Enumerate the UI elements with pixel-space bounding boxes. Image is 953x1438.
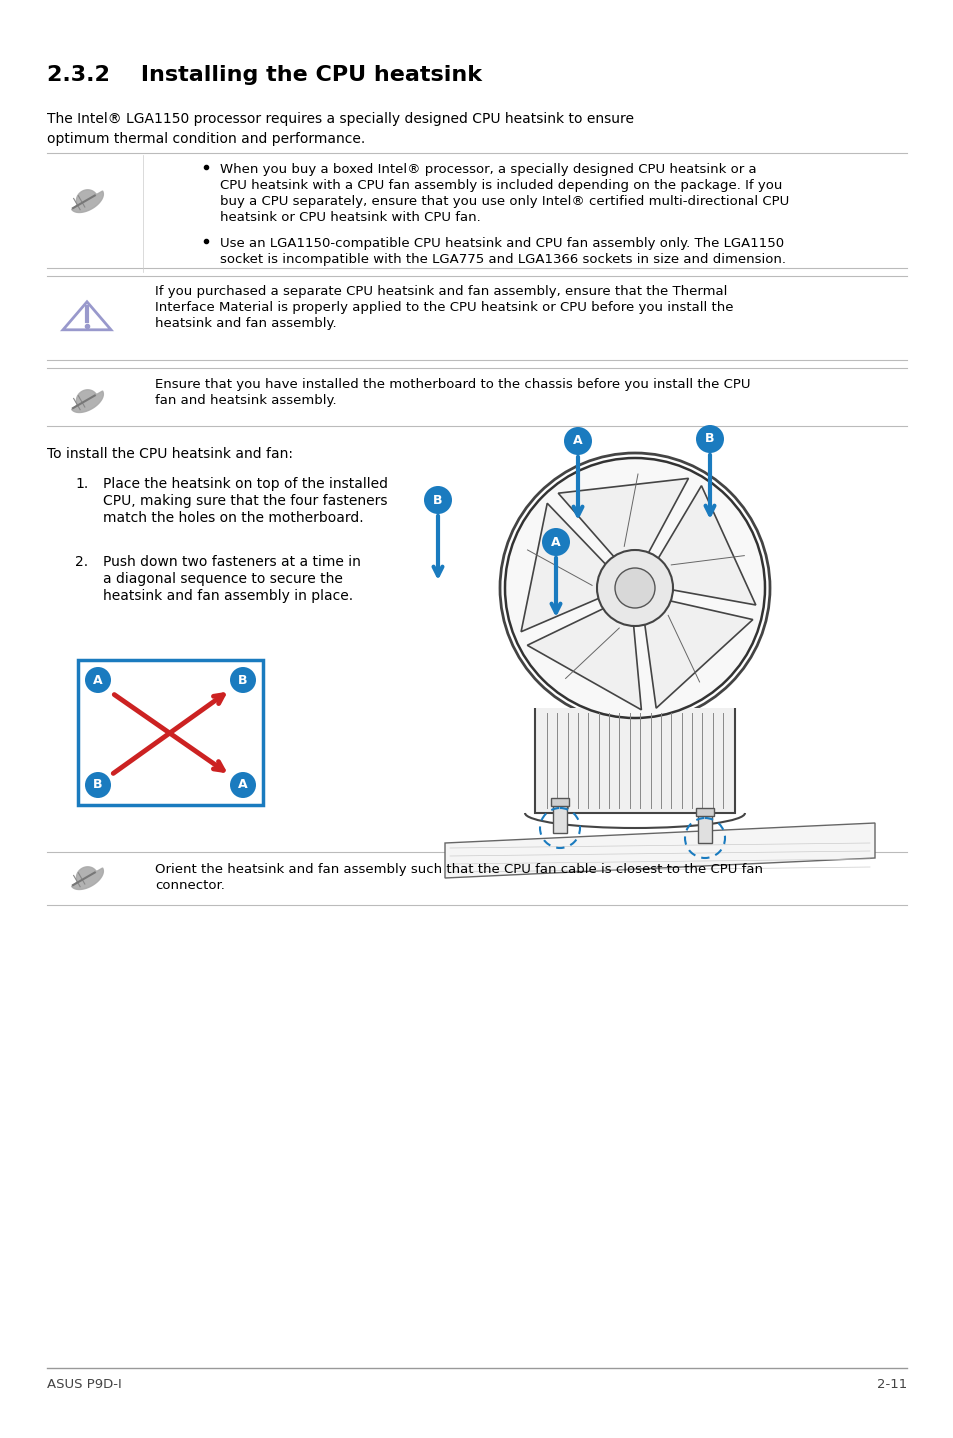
Text: A: A bbox=[238, 778, 248, 791]
Text: heatsink and fan assembly.: heatsink and fan assembly. bbox=[154, 316, 336, 329]
Circle shape bbox=[541, 528, 569, 557]
Text: connector.: connector. bbox=[154, 879, 225, 892]
Text: 2.: 2. bbox=[75, 555, 88, 569]
Text: CPU heatsink with a CPU fan assembly is included depending on the package. If yo: CPU heatsink with a CPU fan assembly is … bbox=[220, 178, 781, 193]
Text: 2.3.2    Installing the CPU heatsink: 2.3.2 Installing the CPU heatsink bbox=[47, 65, 481, 85]
Text: Orient the heatsink and fan assembly such that the CPU fan cable is closest to t: Orient the heatsink and fan assembly suc… bbox=[154, 863, 762, 876]
Bar bbox=[553, 802, 566, 833]
Text: B: B bbox=[433, 493, 442, 506]
Text: buy a CPU separately, ensure that you use only Intel® certified multi-directiona: buy a CPU separately, ensure that you us… bbox=[220, 196, 788, 209]
Text: heatsink and fan assembly in place.: heatsink and fan assembly in place. bbox=[103, 590, 353, 603]
Text: match the holes on the motherboard.: match the holes on the motherboard. bbox=[103, 510, 363, 525]
Bar bbox=[698, 812, 711, 843]
Text: 1.: 1. bbox=[75, 477, 89, 490]
Text: Ensure that you have installed the motherboard to the chassis before you install: Ensure that you have installed the mothe… bbox=[154, 378, 750, 391]
Circle shape bbox=[230, 772, 255, 798]
Circle shape bbox=[423, 486, 452, 513]
Text: A: A bbox=[551, 535, 560, 548]
Circle shape bbox=[597, 549, 672, 626]
Polygon shape bbox=[558, 479, 688, 557]
Polygon shape bbox=[535, 707, 734, 812]
Text: a diagonal sequence to secure the: a diagonal sequence to secure the bbox=[103, 572, 342, 587]
Bar bbox=[696, 808, 713, 815]
Polygon shape bbox=[658, 486, 755, 605]
Text: fan and heatsink assembly.: fan and heatsink assembly. bbox=[154, 394, 336, 407]
Text: ASUS P9D-I: ASUS P9D-I bbox=[47, 1378, 122, 1391]
Text: If you purchased a separate CPU heatsink and fan assembly, ensure that the Therm: If you purchased a separate CPU heatsink… bbox=[154, 285, 726, 298]
Text: To install the CPU heatsink and fan:: To install the CPU heatsink and fan: bbox=[47, 447, 293, 462]
Circle shape bbox=[85, 667, 111, 693]
Text: When you buy a boxed Intel® processor, a specially designed CPU heatsink or a: When you buy a boxed Intel® processor, a… bbox=[220, 162, 756, 175]
Polygon shape bbox=[527, 608, 640, 710]
Text: Use an LGA1150-compatible CPU heatsink and CPU fan assembly only. The LGA1150: Use an LGA1150-compatible CPU heatsink a… bbox=[220, 237, 783, 250]
Text: The Intel® LGA1150 processor requires a specially designed CPU heatsink to ensur: The Intel® LGA1150 processor requires a … bbox=[47, 112, 634, 147]
Text: Interface Material is properly applied to the CPU heatsink or CPU before you ins: Interface Material is properly applied t… bbox=[154, 301, 733, 313]
Polygon shape bbox=[71, 190, 103, 213]
Text: B: B bbox=[238, 673, 248, 686]
Circle shape bbox=[230, 667, 255, 693]
Text: CPU, making sure that the four fasteners: CPU, making sure that the four fasteners bbox=[103, 495, 387, 508]
Circle shape bbox=[563, 427, 592, 454]
Polygon shape bbox=[71, 867, 103, 890]
Polygon shape bbox=[644, 601, 752, 707]
Text: A: A bbox=[573, 434, 582, 447]
Text: 2-11: 2-11 bbox=[876, 1378, 906, 1391]
Circle shape bbox=[504, 457, 764, 718]
Polygon shape bbox=[444, 823, 874, 879]
Polygon shape bbox=[71, 390, 103, 413]
Bar bbox=[78, 660, 263, 805]
Circle shape bbox=[696, 426, 723, 453]
Text: A: A bbox=[93, 673, 103, 686]
Text: Push down two fasteners at a time in: Push down two fasteners at a time in bbox=[103, 555, 360, 569]
Circle shape bbox=[85, 772, 111, 798]
Text: B: B bbox=[93, 778, 103, 791]
Text: socket is incompatible with the LGA775 and LGA1366 sockets in size and dimension: socket is incompatible with the LGA775 a… bbox=[220, 253, 785, 266]
Bar bbox=[551, 798, 568, 807]
Text: heatsink or CPU heatsink with CPU fan.: heatsink or CPU heatsink with CPU fan. bbox=[220, 211, 480, 224]
Text: B: B bbox=[704, 433, 714, 446]
Polygon shape bbox=[520, 503, 605, 631]
Circle shape bbox=[615, 568, 655, 608]
Text: Place the heatsink on top of the installed: Place the heatsink on top of the install… bbox=[103, 477, 388, 490]
